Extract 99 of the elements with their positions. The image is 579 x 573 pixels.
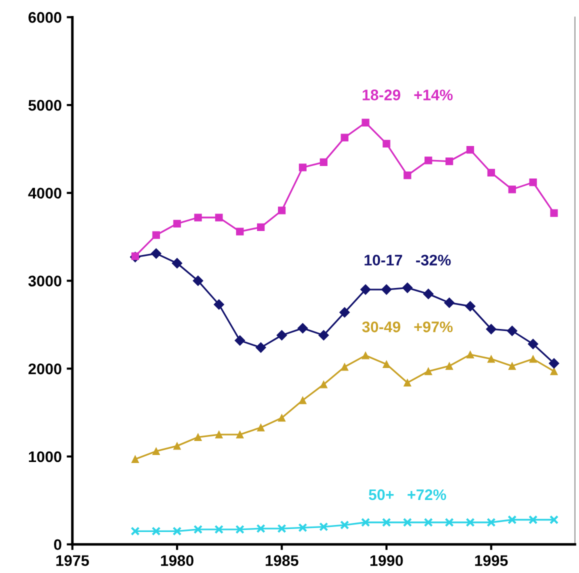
point xyxy=(445,157,454,166)
point xyxy=(528,338,538,350)
point xyxy=(444,518,454,527)
point xyxy=(257,424,265,432)
point xyxy=(277,524,286,534)
point xyxy=(382,360,390,368)
point xyxy=(298,164,307,172)
point xyxy=(192,276,204,286)
series-label: 50+ +72% xyxy=(368,489,446,500)
point xyxy=(131,455,140,463)
point xyxy=(236,228,244,236)
point xyxy=(214,299,224,310)
point xyxy=(445,362,454,370)
point xyxy=(340,134,348,142)
point xyxy=(152,526,161,536)
point xyxy=(320,380,328,388)
point xyxy=(278,206,286,214)
point xyxy=(214,524,224,534)
point xyxy=(506,326,518,336)
point xyxy=(173,220,181,228)
point xyxy=(466,518,475,527)
point xyxy=(297,322,308,334)
point xyxy=(298,396,307,404)
point xyxy=(236,430,244,438)
point xyxy=(256,342,266,353)
point xyxy=(549,515,559,524)
point xyxy=(194,214,202,222)
point xyxy=(444,297,455,308)
point xyxy=(548,358,560,369)
point xyxy=(361,518,370,527)
point xyxy=(402,282,413,294)
y-tick-label: 4000 xyxy=(28,188,62,199)
series-label: 30-49 +97% xyxy=(362,321,453,332)
point xyxy=(152,231,160,239)
point xyxy=(235,524,244,534)
x-tick-label: 1975 xyxy=(56,555,89,566)
point xyxy=(276,330,288,341)
point xyxy=(486,324,496,334)
point xyxy=(424,156,432,164)
point xyxy=(130,526,140,536)
point xyxy=(528,515,538,524)
point xyxy=(486,518,496,527)
point xyxy=(402,518,412,527)
point xyxy=(172,526,182,536)
y-tick-label: 5000 xyxy=(28,100,62,111)
point xyxy=(298,523,308,532)
point xyxy=(131,252,140,260)
point xyxy=(529,178,537,186)
y-tick-label: 6000 xyxy=(28,12,62,23)
point xyxy=(550,367,558,376)
point xyxy=(424,367,432,376)
point xyxy=(550,209,558,217)
point xyxy=(340,363,348,371)
point xyxy=(362,118,370,126)
point xyxy=(404,378,412,387)
point xyxy=(340,520,350,530)
point xyxy=(466,146,474,154)
point xyxy=(464,300,476,312)
point xyxy=(215,430,223,438)
y-tick-label: 1000 xyxy=(28,451,62,462)
x-tick-label: 1985 xyxy=(266,555,298,566)
point xyxy=(382,518,391,527)
point xyxy=(152,447,160,456)
y-tick-label: 2000 xyxy=(28,364,62,374)
point xyxy=(318,330,329,341)
point xyxy=(423,288,434,300)
y-tick-label: 3000 xyxy=(28,276,62,286)
point xyxy=(215,214,223,222)
point xyxy=(256,524,266,534)
point xyxy=(150,248,162,259)
x-tick-label: 1995 xyxy=(475,555,508,566)
y-tick-label: 0 xyxy=(54,539,62,550)
point xyxy=(339,307,350,318)
point xyxy=(172,258,182,268)
series-label: 10-17 -32% xyxy=(364,254,451,266)
point xyxy=(278,414,286,422)
point xyxy=(234,335,246,346)
point xyxy=(382,140,390,148)
point xyxy=(360,284,371,295)
x-tick-label: 1980 xyxy=(161,555,194,566)
point xyxy=(320,158,328,166)
point xyxy=(381,284,392,295)
point xyxy=(319,522,328,532)
point xyxy=(466,350,474,358)
point xyxy=(529,355,537,363)
point xyxy=(487,168,496,177)
point xyxy=(362,352,370,360)
series-label: 18-29 +14% xyxy=(362,90,453,100)
point xyxy=(194,524,203,534)
point xyxy=(194,433,202,441)
point xyxy=(508,186,516,194)
point xyxy=(404,172,412,180)
point xyxy=(173,442,181,450)
point xyxy=(424,518,433,527)
point xyxy=(257,223,265,231)
x-tick-label: 1990 xyxy=(370,555,403,566)
point xyxy=(487,355,496,363)
point xyxy=(508,362,516,370)
point xyxy=(508,515,517,524)
